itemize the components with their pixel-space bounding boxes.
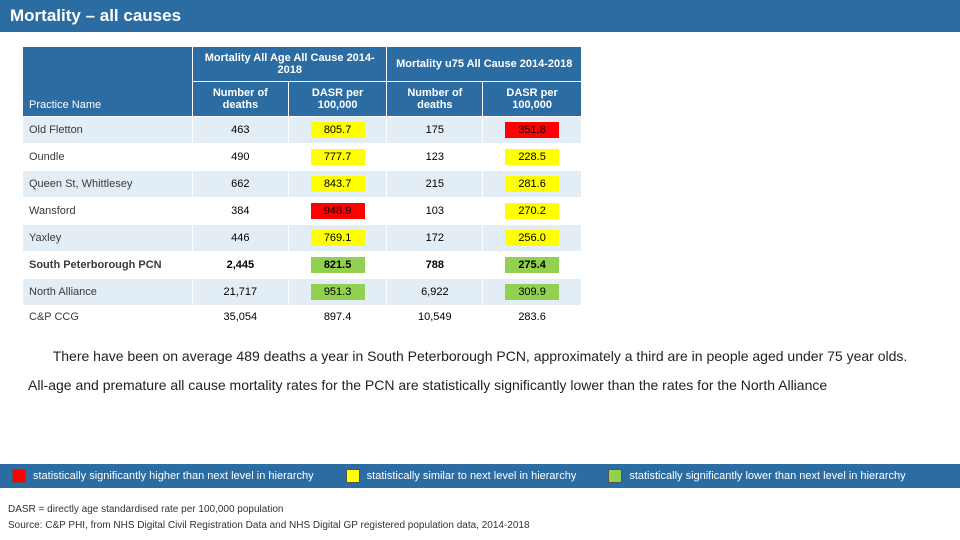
legend-label-similar: statistically similar to next level in h… (367, 470, 577, 482)
cell: 10,549 (387, 306, 483, 329)
cell: 662 (193, 171, 289, 198)
cell: 805.7 (288, 117, 387, 144)
row-name: North Alliance (23, 279, 193, 306)
table-row: Queen St, Whittlesey662843.7215281.6 (23, 171, 582, 198)
cell: 172 (387, 225, 483, 252)
cell: 446 (193, 225, 289, 252)
cell: 843.7 (288, 171, 387, 198)
cell: 228.5 (483, 144, 582, 171)
legend-item-high: statistically significantly higher than … (12, 469, 314, 483)
page-title: Mortality – all causes (0, 0, 960, 32)
cell: 21,717 (193, 279, 289, 306)
cell: 309.9 (483, 279, 582, 306)
legend-item-similar: statistically similar to next level in h… (346, 469, 577, 483)
commentary-line-2: All-age and premature all cause mortalit… (22, 376, 938, 395)
col-sub-2: Number of deaths (387, 82, 483, 117)
table-row: Old Fletton463805.7175351.8 (23, 117, 582, 144)
legend-label-low: statistically significantly lower than n… (629, 470, 905, 482)
cell: 35,054 (193, 306, 289, 329)
table-row: C&P CCG35,054897.410,549283.6 (23, 306, 582, 329)
row-name: C&P CCG (23, 306, 193, 329)
cell: 6,922 (387, 279, 483, 306)
table-row: Yaxley446769.1172256.0 (23, 225, 582, 252)
footnote-source: Source: C&P PHI, from NHS Digital Civil … (8, 518, 530, 534)
table-row: Wansford384948.9103270.2 (23, 198, 582, 225)
row-name: Old Fletton (23, 117, 193, 144)
cell: 777.7 (288, 144, 387, 171)
swatch-high (12, 469, 26, 483)
footnotes: DASR = directly age standardised rate pe… (8, 502, 530, 534)
cell: 2,445 (193, 252, 289, 279)
legend-bar: statistically significantly higher than … (0, 464, 960, 488)
row-name: Wansford (23, 198, 193, 225)
col-sub-1: DASR per 100,000 (288, 82, 387, 117)
commentary-block: There have been on average 489 deaths a … (22, 347, 938, 395)
cell: 897.4 (288, 306, 387, 329)
cell: 769.1 (288, 225, 387, 252)
mortality-table: Practice Name Mortality All Age All Caus… (22, 46, 582, 329)
row-name: Yaxley (23, 225, 193, 252)
footnote-dasr: DASR = directly age standardised rate pe… (8, 502, 530, 518)
swatch-similar (346, 469, 360, 483)
cell: 270.2 (483, 198, 582, 225)
col-sub-3: DASR per 100,000 (483, 82, 582, 117)
cell: 788 (387, 252, 483, 279)
cell: 175 (387, 117, 483, 144)
cell: 123 (387, 144, 483, 171)
legend-label-high: statistically significantly higher than … (33, 470, 314, 482)
table-row: South Peterborough PCN2,445821.5788275.4 (23, 252, 582, 279)
row-name: Oundle (23, 144, 193, 171)
cell: 948.9 (288, 198, 387, 225)
cell: 463 (193, 117, 289, 144)
cell: 256.0 (483, 225, 582, 252)
cell: 283.6 (483, 306, 582, 329)
col-group-u75: Mortality u75 All Cause 2014-2018 (387, 47, 582, 82)
cell: 215 (387, 171, 483, 198)
col-sub-0: Number of deaths (193, 82, 289, 117)
mortality-table-wrap: Practice Name Mortality All Age All Caus… (22, 46, 582, 329)
cell: 275.4 (483, 252, 582, 279)
cell: 821.5 (288, 252, 387, 279)
row-name: South Peterborough PCN (23, 252, 193, 279)
cell: 281.6 (483, 171, 582, 198)
col-group-allage: Mortality All Age All Cause 2014-2018 (193, 47, 387, 82)
table-row: Oundle490777.7123228.5 (23, 144, 582, 171)
legend-item-low: statistically significantly lower than n… (608, 469, 905, 483)
cell: 951.3 (288, 279, 387, 306)
col-header-practice: Practice Name (23, 47, 193, 117)
row-name: Queen St, Whittlesey (23, 171, 193, 198)
cell: 103 (387, 198, 483, 225)
cell: 490 (193, 144, 289, 171)
cell: 351.8 (483, 117, 582, 144)
cell: 384 (193, 198, 289, 225)
commentary-line-1: There have been on average 489 deaths a … (22, 347, 938, 366)
swatch-low (608, 469, 622, 483)
table-row: North Alliance21,717951.36,922309.9 (23, 279, 582, 306)
